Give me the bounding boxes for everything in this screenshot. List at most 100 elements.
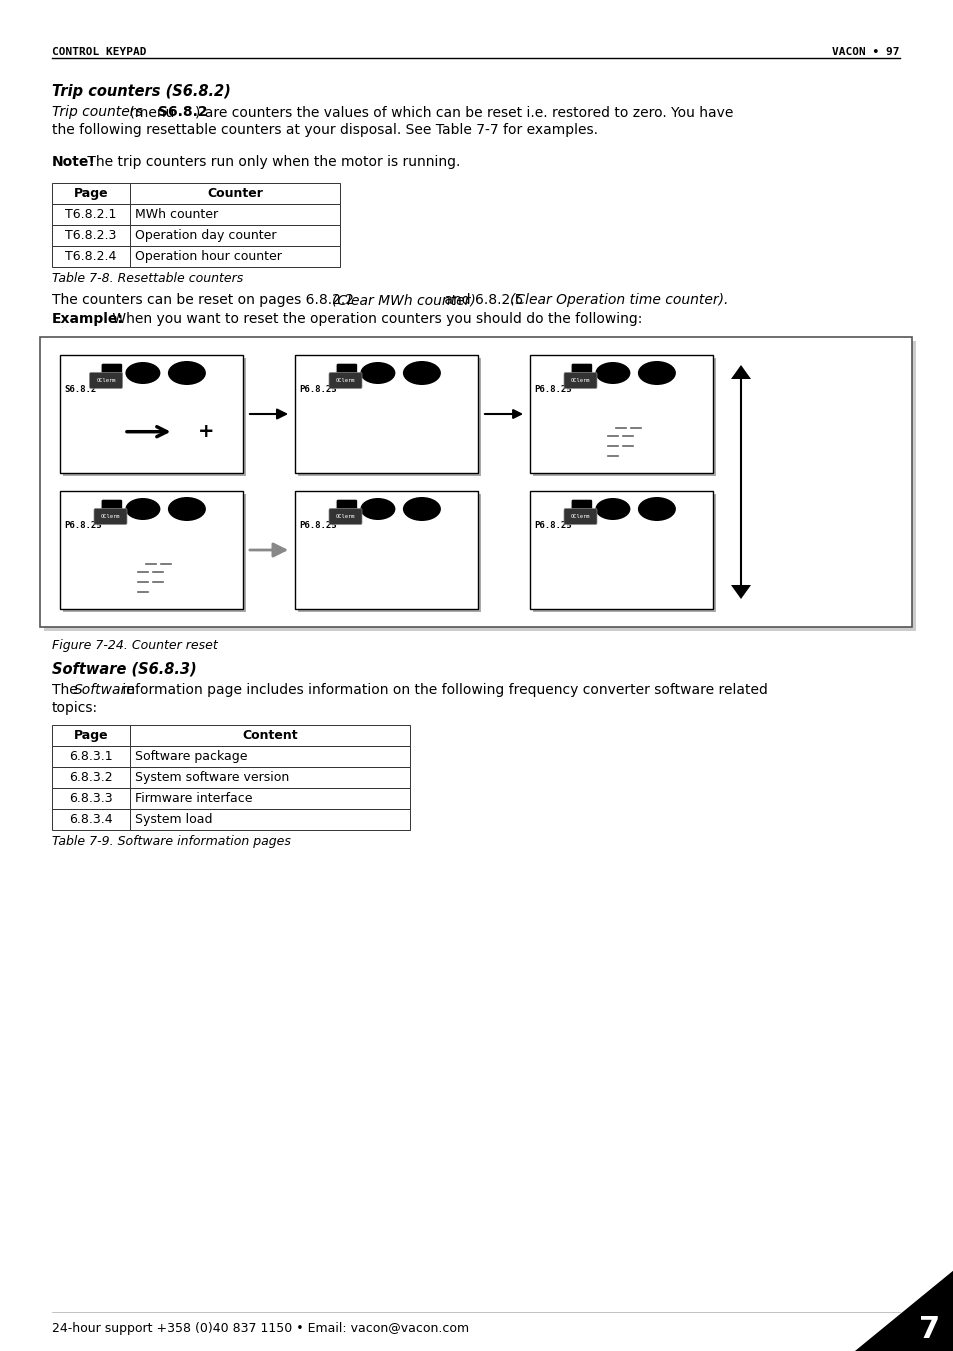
Text: OClerm: OClerm (96, 378, 115, 382)
Bar (130, 182, 339, 204)
Text: topics:: topics: (52, 701, 98, 715)
Text: +: + (198, 423, 214, 442)
Bar (52, 204, 130, 226)
Polygon shape (730, 585, 750, 598)
Text: Software (S6.8.3): Software (S6.8.3) (52, 661, 196, 676)
Text: Software package: Software package (135, 750, 247, 763)
Text: 6.8.3.1: 6.8.3.1 (70, 750, 112, 763)
Text: VACON • 97: VACON • 97 (832, 47, 899, 57)
Text: T6.8.2.1: T6.8.2.1 (65, 208, 116, 222)
Text: 7: 7 (919, 1316, 940, 1344)
Text: Software: Software (74, 684, 135, 697)
Text: Operation day counter: Operation day counter (135, 230, 276, 242)
Bar (130, 788, 410, 809)
Bar (52, 182, 130, 204)
Ellipse shape (595, 362, 630, 384)
Ellipse shape (360, 362, 395, 384)
FancyBboxPatch shape (329, 373, 361, 389)
Bar (294, 490, 477, 609)
Bar (297, 494, 480, 612)
Text: Trip counters: Trip counters (52, 105, 143, 119)
Bar (60, 490, 243, 609)
FancyBboxPatch shape (570, 499, 592, 521)
Ellipse shape (125, 499, 160, 520)
FancyBboxPatch shape (570, 363, 592, 385)
Bar (63, 494, 246, 612)
Text: P6.8.25: P6.8.25 (64, 521, 102, 530)
Bar (130, 767, 410, 788)
Bar (52, 725, 130, 746)
Text: information page includes information on the following frequency converter softw: information page includes information on… (118, 684, 767, 697)
Ellipse shape (402, 361, 440, 385)
Text: P6.8.25: P6.8.25 (298, 521, 336, 530)
Text: P6.8.25: P6.8.25 (534, 521, 571, 530)
Text: System load: System load (135, 813, 213, 825)
FancyBboxPatch shape (94, 508, 127, 524)
FancyBboxPatch shape (335, 499, 357, 521)
Text: P6.8.25: P6.8.25 (298, 385, 336, 394)
FancyBboxPatch shape (329, 508, 361, 524)
FancyBboxPatch shape (335, 363, 357, 385)
Bar (294, 355, 477, 473)
Bar (44, 340, 915, 631)
Text: the following resettable counters at your disposal. See Table 7-7 for examples.: the following resettable counters at you… (52, 123, 598, 136)
Ellipse shape (168, 361, 206, 385)
Ellipse shape (168, 497, 206, 521)
Text: Example:: Example: (52, 312, 124, 326)
Bar (52, 809, 130, 830)
Text: S6.8.2: S6.8.2 (64, 385, 96, 394)
Text: S6.8.2: S6.8.2 (158, 105, 208, 119)
Bar (130, 809, 410, 830)
Text: OClerm: OClerm (335, 513, 355, 519)
Text: OClerm: OClerm (570, 513, 590, 519)
Text: Content: Content (242, 730, 297, 742)
Ellipse shape (402, 497, 440, 521)
Text: and 6.8.2.5: and 6.8.2.5 (439, 293, 527, 307)
Ellipse shape (125, 362, 160, 384)
Polygon shape (854, 1270, 953, 1351)
Text: ) are counters the values of which can be reset i.e. restored to zero. You have: ) are counters the values of which can b… (194, 105, 733, 119)
Bar (530, 490, 712, 609)
FancyBboxPatch shape (563, 373, 597, 389)
Bar (130, 226, 339, 246)
Text: Table 7-8. Resettable counters: Table 7-8. Resettable counters (52, 272, 243, 285)
Text: Counter: Counter (207, 186, 263, 200)
FancyBboxPatch shape (101, 363, 123, 385)
Bar (63, 358, 246, 476)
Ellipse shape (638, 361, 675, 385)
Text: (menu: (menu (125, 105, 178, 119)
Bar (52, 246, 130, 267)
Text: OClerm: OClerm (101, 513, 120, 519)
Text: T6.8.2.3: T6.8.2.3 (65, 230, 116, 242)
Text: When you want to reset the operation counters you should do the following:: When you want to reset the operation cou… (108, 312, 641, 326)
Ellipse shape (360, 499, 395, 520)
Text: Operation hour counter: Operation hour counter (135, 250, 281, 263)
Text: Table 7-9. Software information pages: Table 7-9. Software information pages (52, 835, 291, 848)
Text: Figure 7-24. Counter reset: Figure 7-24. Counter reset (52, 639, 217, 653)
FancyBboxPatch shape (90, 373, 122, 389)
Text: OClerm: OClerm (335, 378, 355, 382)
Text: Note!: Note! (52, 155, 95, 169)
Bar (52, 746, 130, 767)
Text: The trip counters run only when the motor is running.: The trip counters run only when the moto… (83, 155, 460, 169)
Text: The: The (52, 684, 82, 697)
Ellipse shape (595, 499, 630, 520)
Text: 6.8.3.2: 6.8.3.2 (70, 771, 112, 784)
Bar (130, 746, 410, 767)
Bar (60, 355, 243, 473)
Text: Trip counters (S6.8.2): Trip counters (S6.8.2) (52, 84, 231, 99)
Bar (40, 336, 911, 627)
Text: Page: Page (73, 186, 109, 200)
Text: P6.8.25: P6.8.25 (534, 385, 571, 394)
Bar (52, 226, 130, 246)
Text: Page: Page (73, 730, 109, 742)
FancyBboxPatch shape (563, 508, 597, 524)
Text: (Clear MWh counter): (Clear MWh counter) (332, 293, 476, 307)
Bar (533, 494, 716, 612)
Text: System software version: System software version (135, 771, 289, 784)
Bar (52, 788, 130, 809)
Bar (130, 725, 410, 746)
Bar (130, 246, 339, 267)
Text: The counters can be reset on pages 6.8.2.2: The counters can be reset on pages 6.8.2… (52, 293, 358, 307)
Text: CONTROL KEYPAD: CONTROL KEYPAD (52, 47, 147, 57)
